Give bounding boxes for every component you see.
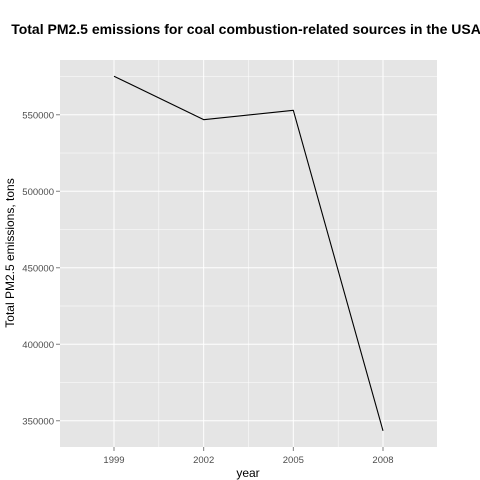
- y-tick-label: 400000: [22, 340, 54, 351]
- chart-title: Total PM2.5 emissions for coal combustio…: [11, 21, 480, 37]
- y-tick-label: 350000: [22, 416, 54, 427]
- y-tick-label: 550000: [22, 110, 54, 121]
- x-tick-label: 2002: [193, 455, 214, 466]
- y-axis-ticks: 350000 400000 450000 500000 550000: [22, 110, 60, 427]
- series-layer: [113, 75, 384, 431]
- y-axis-title: Total PM2.5 emissions, tons: [3, 178, 17, 327]
- y-tick-label: 450000: [22, 263, 54, 274]
- series-line: [113, 75, 384, 431]
- x-tick-label: 1999: [103, 455, 124, 466]
- y-tick-label: 500000: [22, 187, 54, 198]
- x-tick-label: 2008: [372, 455, 393, 466]
- minor-gridlines: [60, 60, 437, 447]
- x-axis-title: year: [236, 466, 259, 480]
- x-tick-label: 2005: [283, 455, 304, 466]
- x-axis-ticks: 1999 2002 2005 2008: [103, 447, 394, 466]
- major-gridlines: [60, 60, 437, 447]
